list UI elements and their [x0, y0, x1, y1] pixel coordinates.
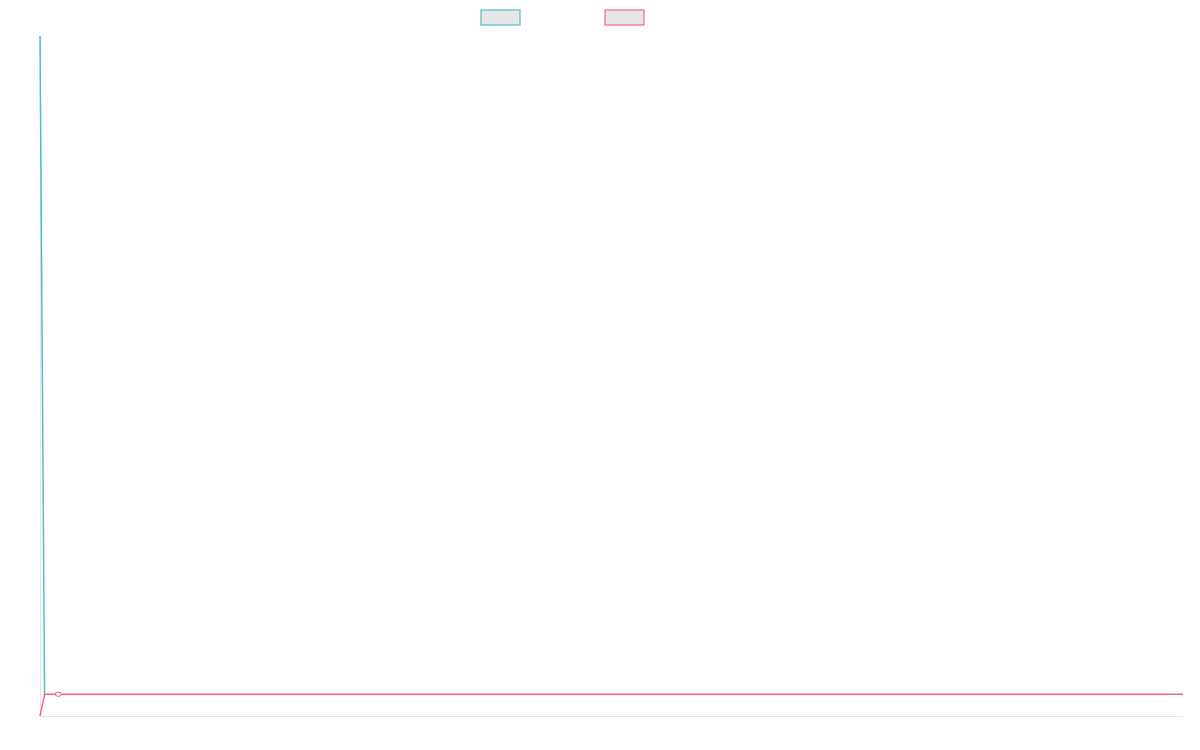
series-2-point[interactable]	[54, 691, 62, 697]
series-1-line	[39, 35, 1183, 695]
series-2-line	[39, 693, 1183, 717]
legend-swatch-series-1[interactable]	[480, 9, 521, 26]
legend-swatch-series-2[interactable]	[604, 9, 645, 26]
